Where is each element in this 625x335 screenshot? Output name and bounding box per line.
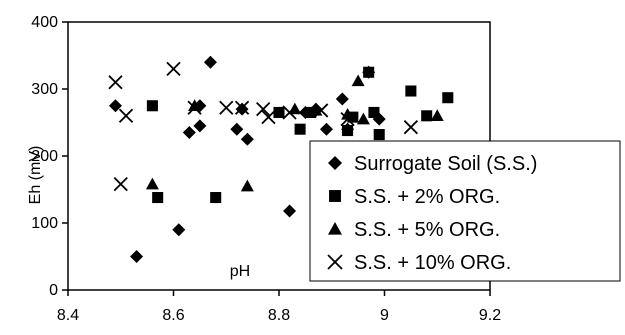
data-point-diamond (130, 250, 144, 263)
x-tick-label: 8.4 (57, 307, 79, 324)
data-point-x (219, 100, 234, 115)
data-point-x (118, 108, 134, 123)
y-axis-label: Eh (mV) (27, 146, 44, 205)
x-tick-label: 8.8 (268, 307, 290, 324)
legend-label: Surrogate Soil (S.S.) (354, 153, 537, 175)
data-point-x (282, 105, 297, 120)
data-point-square (146, 100, 158, 112)
x-axis-label: pH (230, 263, 250, 280)
data-point-square (373, 129, 385, 141)
data-point-x (113, 177, 128, 192)
data-point-x (234, 100, 250, 115)
data-point-square (210, 192, 222, 204)
data-point-diamond (203, 55, 217, 69)
y-tick-label: 0 (49, 282, 58, 299)
data-point-x (340, 112, 355, 127)
data-point-triangle (430, 109, 444, 121)
legend-marker-x (327, 254, 343, 270)
data-point-x (403, 120, 419, 135)
legend-box (309, 140, 621, 282)
legend-label: S.S. + 5% ORG. (354, 219, 500, 241)
y-tick-label: 100 (31, 215, 58, 232)
data-points (108, 55, 454, 263)
data-point-square (368, 106, 380, 118)
x-tick-label: 8.6 (162, 307, 184, 324)
data-point-square (405, 85, 417, 97)
data-point-diamond (108, 99, 122, 113)
series-square (146, 66, 454, 204)
data-point-diamond (283, 204, 297, 218)
data-point-square (294, 123, 306, 135)
data-point-diamond (319, 122, 333, 136)
series-x (108, 61, 419, 192)
data-point-x (166, 61, 181, 77)
data-point-x (108, 75, 123, 90)
data-point-square (273, 106, 285, 118)
axis-ticks: 8.4 8.6 8.8 9 9.2 0 100 200 300 400 (31, 14, 501, 324)
data-point-square (421, 110, 433, 122)
data-point-triangle (356, 112, 370, 125)
data-point-x (261, 110, 276, 125)
data-point-diamond (240, 132, 254, 146)
data-point-x (256, 101, 271, 117)
data-point-triangle (240, 179, 254, 192)
data-point-diamond (193, 119, 207, 133)
legend-label: S.S. + 10% ORG. (354, 252, 511, 274)
y-tick-label: 300 (31, 81, 58, 98)
y-tick-label: 200 (31, 148, 58, 165)
data-point-diamond (172, 223, 186, 237)
data-point-square (347, 111, 359, 123)
data-point-square (152, 192, 164, 204)
data-point-square (442, 92, 454, 104)
data-point-diamond (235, 102, 249, 116)
legend-label: S.S. + 2% ORG. (354, 186, 500, 208)
data-point-x (187, 100, 202, 115)
x-tick-label: 9.2 (479, 307, 501, 324)
data-point-triangle (351, 74, 365, 87)
data-point-square (363, 66, 375, 78)
data-point-x (314, 103, 329, 118)
legend-marker-diamond (328, 156, 342, 170)
data-point-diamond (335, 92, 349, 106)
x-tick-label: 9 (380, 307, 389, 324)
legend: Surrogate Soil (S.S.) S.S. + 2% ORG. S.S. … (309, 140, 621, 282)
data-point-square (305, 106, 317, 118)
data-point-diamond (182, 126, 196, 140)
data-point-triangle (145, 177, 159, 190)
data-point-square (342, 125, 354, 137)
y-tick-label: 400 (31, 14, 58, 31)
legend-marker-square (329, 190, 341, 202)
data-point-triangle (188, 99, 202, 111)
data-point-diamond (230, 122, 244, 136)
legend-marker-triangle (328, 222, 342, 235)
